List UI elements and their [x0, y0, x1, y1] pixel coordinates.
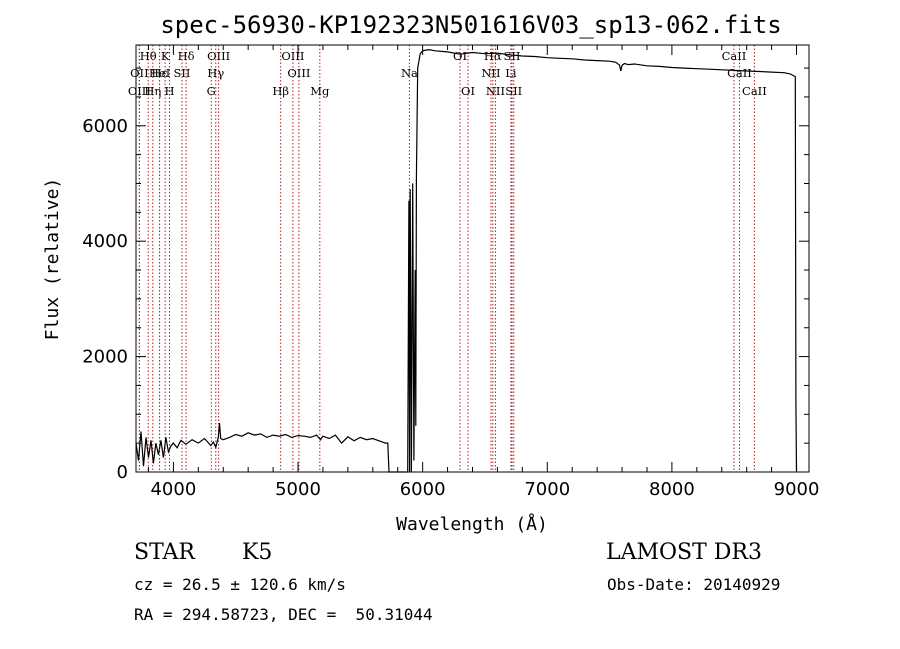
line-label: OII — [130, 66, 149, 80]
line-label: Hε — [152, 66, 168, 80]
chart-title: spec-56930-KP192323N501616V03_sp13-062.f… — [160, 11, 781, 39]
line-label: Hθ — [140, 49, 157, 63]
line-label: SII — [504, 49, 521, 63]
x-tick-label: 8000 — [649, 479, 695, 500]
x-tick-label: 4000 — [150, 479, 196, 500]
line-label: Li — [505, 66, 517, 80]
x-axis-label: Wavelength (Å) — [396, 513, 548, 535]
line-label: G — [207, 84, 216, 98]
line-label: OIII — [287, 66, 310, 80]
y-tick-label: 4000 — [82, 231, 128, 252]
y-axis: 0 2000 4000 6000 — [82, 67, 809, 483]
object-subclass: K5 — [242, 540, 273, 565]
line-label: CaII — [742, 84, 767, 98]
y-tick-label: 0 — [117, 462, 128, 483]
x-tick-label: 7000 — [524, 479, 570, 500]
line-label: SII — [505, 84, 522, 98]
line-label: OIII — [128, 84, 151, 98]
line-label: NII — [481, 66, 500, 80]
spectrum-line — [135, 48, 798, 473]
observation-date: Obs-Date: 20140929 — [607, 575, 781, 594]
line-label: OI — [453, 49, 467, 63]
line-label: OIII — [281, 49, 304, 63]
redshift-velocity: cz = 26.5 ± 120.6 km/s — [134, 575, 346, 594]
line-label: H — [165, 84, 175, 98]
line-markers — [138, 45, 755, 472]
line-label: Mg — [310, 84, 330, 98]
x-tick-label: 9000 — [774, 479, 820, 500]
line-label: K — [161, 49, 170, 63]
line-label: CaII — [722, 49, 747, 63]
line-label: NII — [486, 84, 505, 98]
line-label: Hγ — [207, 66, 224, 80]
line-label: OIII — [207, 49, 230, 63]
x-axis: 4000 5000 6000 7000 8000 9000 — [147, 45, 820, 500]
y-tick-label: 6000 — [82, 116, 128, 137]
y-tick-label: 2000 — [82, 347, 128, 368]
coordinates: RA = 294.58723, DEC = 50.31044 — [134, 605, 433, 624]
line-label: CaII — [727, 66, 752, 80]
y-axis-label: Flux (relative) — [42, 178, 63, 341]
x-tick-label: 6000 — [400, 479, 446, 500]
line-label: SII — [174, 66, 191, 80]
object-class: STAR — [134, 540, 195, 565]
line-label: OI — [461, 84, 475, 98]
plot-frame — [135, 44, 810, 473]
line-label: Na — [401, 66, 418, 80]
x-tick-label: 5000 — [275, 479, 321, 500]
line-label: HeI — [149, 66, 170, 80]
line-label: Hα — [484, 49, 502, 63]
line-label: Hβ — [272, 84, 289, 98]
line-label: Hη — [144, 84, 161, 98]
line-label: Hδ — [178, 49, 195, 63]
survey-name: LAMOST DR3 — [606, 540, 762, 565]
